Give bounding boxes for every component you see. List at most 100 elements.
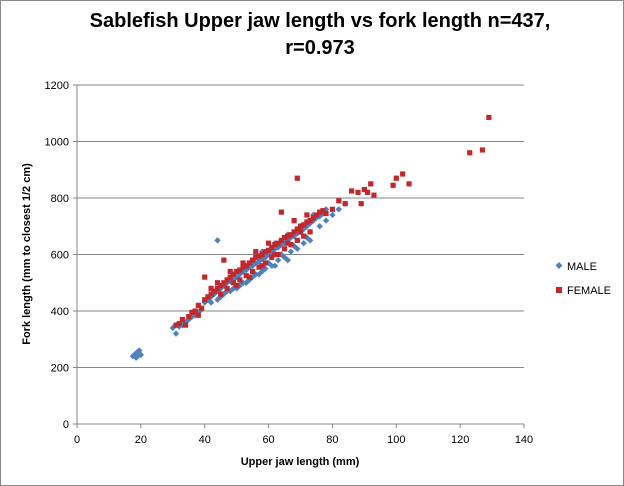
data-point-female — [214, 280, 221, 286]
data-point-female — [253, 254, 259, 260]
data-point-female — [400, 171, 406, 177]
data-point-female — [294, 237, 300, 243]
data-point-female — [265, 247, 272, 253]
data-point-female — [176, 321, 182, 327]
x-tick-labels: 0 20 40 60 80 100 120 140 — [74, 434, 533, 446]
y-axis-label: Fork length (mm to closest 1/2 cm) — [21, 163, 33, 345]
data-point-female — [240, 264, 246, 270]
data-point-female — [195, 302, 201, 308]
data-point-female — [368, 181, 374, 187]
data-point-female — [221, 257, 227, 263]
data-point-female — [237, 277, 243, 283]
data-point-female — [189, 309, 195, 316]
data-point-female — [288, 232, 294, 238]
data-point-female — [227, 274, 233, 280]
data-point-female — [281, 246, 288, 252]
data-point-female — [294, 226, 300, 232]
data-point-female — [240, 260, 246, 266]
x-tick-label: 140 — [515, 434, 533, 446]
data-point-female — [218, 282, 224, 289]
data-point-male — [322, 217, 330, 224]
data-point-male — [274, 256, 282, 264]
data-point-male — [137, 351, 145, 358]
data-point-male — [287, 248, 295, 255]
data-point-female — [304, 212, 310, 218]
data-point-female — [182, 322, 189, 328]
data-point-female — [262, 260, 268, 266]
data-point-male — [227, 288, 234, 295]
data-point-female — [192, 308, 198, 314]
data-point-female — [253, 249, 259, 255]
data-point-female — [208, 285, 214, 291]
data-point-female — [243, 273, 249, 279]
x-tick-label: 80 — [326, 434, 338, 446]
data-point-female — [214, 285, 221, 291]
chart-title-line1: Sablefish Upper jaw length vs fork lengt… — [89, 10, 551, 32]
data-point-female — [259, 251, 265, 258]
data-point-female — [285, 233, 291, 239]
data-point-male — [335, 206, 343, 213]
data-point-female — [323, 210, 329, 217]
data-point-female — [294, 175, 300, 181]
data-point-female — [364, 189, 371, 195]
data-point-female — [269, 254, 275, 260]
data-point-female — [202, 274, 208, 280]
data-point-female — [224, 277, 230, 283]
data-point-female — [211, 288, 217, 294]
data-point-female — [246, 274, 253, 280]
data-point-female — [278, 237, 284, 243]
x-tick-label: 20 — [135, 434, 147, 446]
data-point-male — [214, 237, 221, 244]
axes — [73, 84, 525, 428]
data-point-female — [218, 291, 224, 297]
data-point-female — [256, 253, 262, 259]
y-tick-label: 1000 — [45, 137, 69, 149]
data-point-female — [291, 229, 297, 235]
y-tick-label: 1200 — [45, 80, 69, 92]
data-point-female — [301, 233, 307, 239]
y-tick-label: 800 — [51, 193, 69, 205]
chart-title: Sablefish Upper jaw length vs fork lengt… — [60, 8, 580, 62]
data-point-male — [329, 211, 336, 219]
data-point-female — [317, 209, 323, 215]
data-point-female — [329, 206, 336, 212]
data-point-female — [304, 219, 310, 225]
data-point-female — [301, 222, 307, 228]
data-point-female — [272, 242, 278, 248]
data-point-female — [234, 282, 240, 289]
data-point-female — [281, 234, 288, 241]
data-point-female — [250, 257, 256, 263]
y-tick-label: 0 — [63, 419, 69, 431]
data-point-male — [179, 321, 186, 329]
data-point-female — [246, 260, 253, 266]
y-tick-label: 200 — [51, 363, 69, 375]
data-point-female — [297, 223, 304, 229]
legend-marker-female — [556, 287, 562, 293]
data-point-female — [250, 268, 256, 275]
x-tick-label: 120 — [451, 434, 469, 446]
data-point-male — [207, 299, 215, 306]
data-point-female — [262, 249, 268, 255]
data-point-male — [306, 237, 314, 244]
data-point-female — [227, 268, 233, 275]
data-point-female — [406, 181, 412, 187]
y-tick-label: 400 — [51, 306, 69, 318]
data-points — [129, 114, 492, 361]
data-point-female — [320, 208, 326, 214]
data-point-female — [479, 147, 486, 153]
x-tick-label: 60 — [262, 434, 274, 446]
data-point-male — [300, 240, 307, 247]
data-point-female — [243, 263, 249, 269]
data-point-male — [185, 316, 192, 323]
legend-label-male: MALE — [567, 261, 597, 273]
y-tick-labels: 0 200 400 600 800 1000 1200 — [45, 80, 69, 431]
x-tick-label: 40 — [199, 434, 211, 446]
data-point-female — [179, 316, 185, 323]
x-tick-label: 100 — [387, 434, 405, 446]
data-point-female — [186, 314, 192, 320]
data-point-female — [361, 186, 367, 193]
data-point-female — [234, 268, 240, 275]
data-point-male — [258, 268, 266, 275]
data-point-male — [284, 256, 291, 264]
